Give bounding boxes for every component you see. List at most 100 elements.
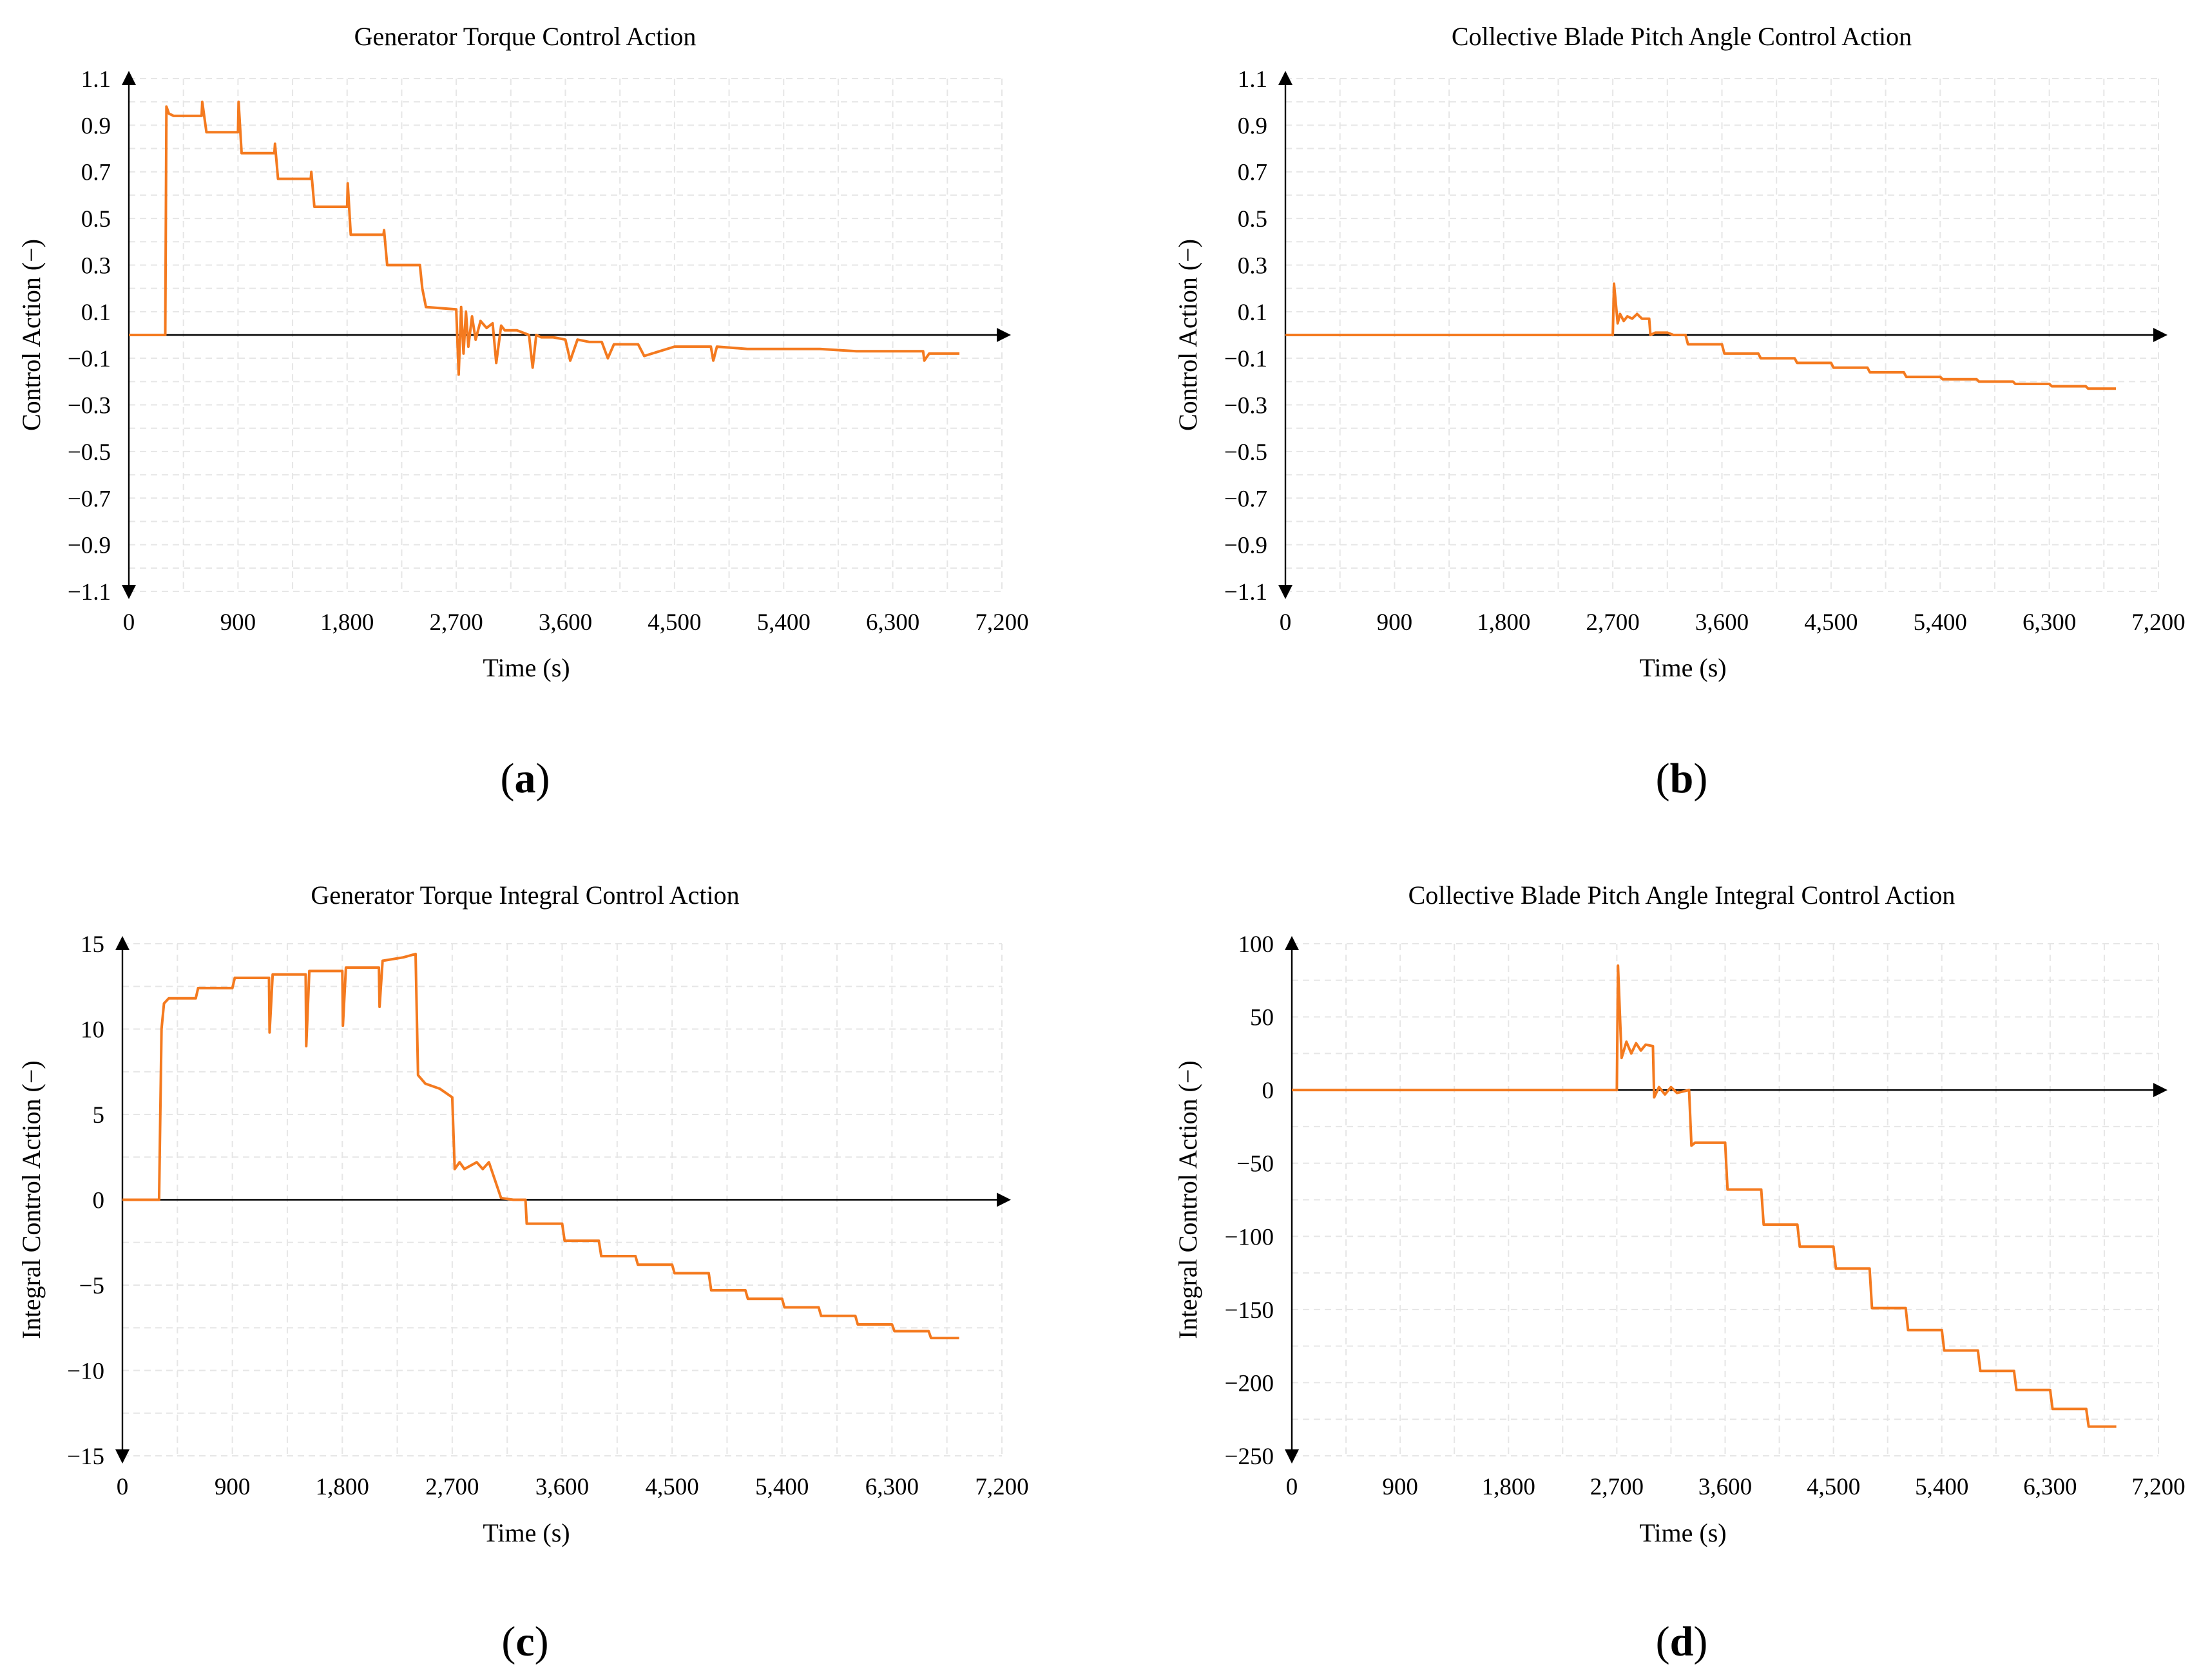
chart-title: Generator Torque Control Action <box>354 22 697 51</box>
x-axis-arrow-right-icon <box>2153 328 2167 342</box>
y-axis-arrow-up-icon <box>1278 71 1292 85</box>
y-axis-arrow-down-icon <box>1285 1449 1299 1464</box>
x-axis-title: Time (s) <box>483 1518 570 1547</box>
x-tick-label: 900 <box>220 609 256 636</box>
chart-c: Generator Torque Integral Control Action… <box>17 881 1029 1665</box>
x-tick-label: 2,700 <box>1590 1474 1644 1500</box>
series-layer <box>129 100 960 376</box>
chart-title: Collective Blade Pitch Angle Control Act… <box>1452 22 1912 51</box>
y-axis-arrow-up-icon <box>115 936 130 950</box>
y-tick-label: 100 <box>1238 931 1274 958</box>
y-axis-arrow-down-icon <box>122 585 136 599</box>
panel-label: (b) <box>1656 755 1708 802</box>
y-tick-labels: 1.1 0.9 0.7 0.5 0.3 0.1 −0.1 −0.3 −0.5 −0.7 −0.9 −1… <box>68 66 111 606</box>
x-tick-label: 1,800 <box>1477 609 1530 636</box>
x-tick-label: 7,200 <box>2131 609 2185 636</box>
y-tick-label: 0.9 <box>1238 113 1267 139</box>
y-tick-label: −0.1 <box>68 346 111 372</box>
x-tick-labels: 0 900 1,800 2,700 3,600 4,500 5,400 6,300 7,200 <box>1286 1474 2186 1500</box>
x-axis-title: Time (s) <box>483 653 570 682</box>
y-tick-label: 0.7 <box>1238 160 1267 186</box>
grid <box>1291 943 2159 1456</box>
y-axis-arrow-up-icon <box>122 71 136 85</box>
series-layer <box>1292 964 2117 1428</box>
y-tick-label: −0.9 <box>68 533 111 559</box>
y-tick-label: 0 <box>93 1188 105 1214</box>
y-tick-label: −10 <box>67 1359 104 1385</box>
y-axis-arrow-up-icon <box>1285 936 1299 950</box>
chart-d: Collective Blade Pitch Angle Integral Co… <box>1173 881 2186 1665</box>
x-tick-label: 7,200 <box>975 1474 1028 1500</box>
x-tick-label: 900 <box>1382 1474 1418 1500</box>
y-axis-title: Control Action (−) <box>17 239 46 431</box>
x-tick-label: 6,300 <box>2023 609 2076 636</box>
x-tick-label: 0 <box>123 609 135 636</box>
x-tick-label: 2,700 <box>430 609 483 636</box>
x-tick-label: 3,600 <box>1695 609 1749 636</box>
y-axis-arrow-down-icon <box>1278 585 1292 599</box>
y-axis-title: Integral Control Action (−) <box>17 1060 46 1339</box>
chart-a: Generator Torque Control Action 1.1 0.9 0.… <box>17 22 1029 802</box>
x-tick-labels: 0 900 1,800 2,700 3,600 4,500 5,400 6,300 7,200 <box>117 1474 1029 1500</box>
y-axis-title: Control Action (−) <box>1173 239 1202 431</box>
x-tick-label: 0 <box>1280 609 1292 636</box>
y-tick-label: −15 <box>67 1444 104 1470</box>
x-tick-label: 2,700 <box>425 1474 479 1500</box>
series-line <box>122 952 959 1340</box>
y-tick-label: 10 <box>81 1017 104 1044</box>
y-tick-label: 0.5 <box>81 206 111 233</box>
axes <box>122 71 1011 599</box>
series-layer <box>1285 282 2117 390</box>
x-tick-label: 6,300 <box>2023 1474 2077 1500</box>
y-axis-title: Integral Control Action (−) <box>1173 1060 1202 1339</box>
y-tick-label: −5 <box>79 1273 104 1299</box>
y-tick-label: −0.5 <box>1224 439 1267 466</box>
chart-title: Generator Torque Integral Control Action <box>311 881 739 910</box>
y-tick-label: −200 <box>1225 1370 1274 1397</box>
axes <box>115 936 1011 1464</box>
y-tick-label: 5 <box>93 1102 105 1129</box>
y-tick-label: 0.7 <box>81 160 111 186</box>
y-tick-label: −0.7 <box>1224 486 1267 512</box>
y-tick-label: −0.3 <box>68 393 111 419</box>
x-tick-label: 3,600 <box>1698 1474 1752 1500</box>
x-tick-label: 0 <box>1286 1474 1298 1500</box>
x-tick-labels: 0 900 1,800 2,700 3,600 4,500 5,400 6,300 7,200 <box>123 609 1029 636</box>
y-tick-label: −0.1 <box>1224 346 1267 372</box>
y-tick-label: −0.7 <box>68 486 111 512</box>
y-tick-label: −250 <box>1225 1444 1274 1470</box>
series-line <box>129 100 960 376</box>
x-tick-label: 900 <box>1377 609 1413 636</box>
y-tick-label: 50 <box>1250 1005 1274 1031</box>
x-tick-labels: 0 900 1,800 2,700 3,600 4,500 5,400 6,300 7,200 <box>1280 609 2186 636</box>
panel-label: (c) <box>501 1618 548 1665</box>
panel-label: (d) <box>1656 1618 1708 1665</box>
x-tick-label: 4,500 <box>1804 609 1858 636</box>
panel-label: (a) <box>501 755 550 802</box>
x-tick-label: 7,200 <box>975 609 1028 636</box>
x-tick-label: 900 <box>215 1474 251 1500</box>
x-tick-label: 0 <box>117 1474 129 1500</box>
y-tick-label: −0.9 <box>1224 533 1267 559</box>
y-tick-label: −0.5 <box>68 439 111 466</box>
y-tick-label: 0.5 <box>1238 206 1267 233</box>
x-axis-title: Time (s) <box>1639 653 1726 682</box>
x-tick-label: 7,200 <box>2131 1474 2185 1500</box>
x-tick-label: 2,700 <box>1586 609 1640 636</box>
x-tick-label: 1,800 <box>316 1474 369 1500</box>
x-tick-label: 4,500 <box>648 609 701 636</box>
y-tick-label: 0.3 <box>81 253 111 279</box>
x-axis-arrow-right-icon <box>997 1192 1011 1207</box>
x-axis-arrow-right-icon <box>997 328 1011 342</box>
y-tick-label: −150 <box>1225 1297 1274 1324</box>
x-tick-label: 4,500 <box>1807 1474 1860 1500</box>
y-tick-label: 0.1 <box>1238 300 1267 326</box>
series-line <box>1285 282 2117 390</box>
x-tick-label: 5,400 <box>757 609 811 636</box>
y-tick-label: 1.1 <box>81 66 111 93</box>
y-tick-labels: 15 10 5 0 −5 −10 −15 <box>67 931 104 1470</box>
y-tick-label: −0.3 <box>1224 393 1267 419</box>
x-tick-label: 5,400 <box>1914 609 1967 636</box>
chart-b: Collective Blade Pitch Angle Control Act… <box>1173 22 2186 802</box>
x-tick-label: 1,800 <box>1482 1474 1535 1500</box>
